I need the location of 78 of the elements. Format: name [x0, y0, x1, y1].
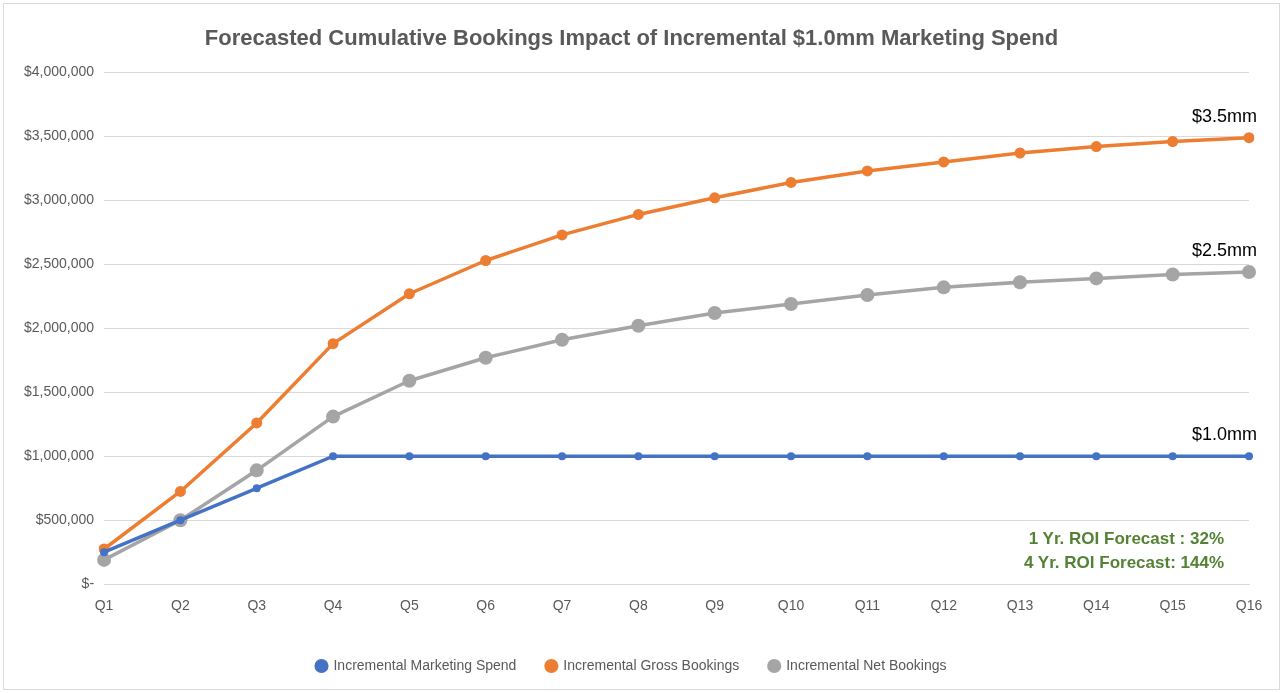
point — [1168, 452, 1177, 461]
x-tick-label: Q3 — [247, 597, 267, 614]
annotation: $3.5mm — [1191, 105, 1257, 126]
point — [478, 350, 493, 365]
point — [1165, 267, 1180, 282]
y-tick-label: $- — [81, 575, 95, 592]
point — [1089, 271, 1104, 286]
point — [939, 452, 948, 461]
x-tick-label: Q13 — [1006, 597, 1034, 614]
point — [787, 452, 796, 461]
y-tick-label: $2,000,000 — [23, 319, 95, 336]
y-tick-label: $500,000 — [35, 511, 95, 528]
point — [405, 452, 414, 461]
annotation: $2.5mm — [1191, 239, 1257, 260]
point — [556, 229, 568, 241]
annotation: $1.0mm — [1191, 424, 1257, 445]
point — [100, 548, 109, 557]
x-tick-label: Q2 — [171, 597, 190, 614]
point — [329, 452, 338, 461]
y-tick-label: $3,000,000 — [23, 191, 95, 208]
point — [1092, 452, 1101, 461]
point — [631, 318, 646, 333]
point — [402, 373, 417, 388]
point — [403, 288, 415, 300]
x-tick-label: Q15 — [1159, 597, 1187, 614]
point — [1016, 452, 1025, 461]
point — [174, 485, 186, 497]
point — [634, 452, 643, 461]
point — [709, 192, 721, 204]
x-tick-label: Q6 — [476, 597, 496, 614]
legend-label: Incremental Gross Bookings — [563, 656, 740, 673]
x-tick-label: Q16 — [1235, 597, 1263, 614]
x-tick-label: Q10 — [777, 597, 805, 614]
point — [326, 409, 341, 424]
point — [707, 305, 722, 320]
x-tick-label: Q4 — [323, 597, 343, 614]
point — [784, 296, 799, 311]
point — [938, 156, 950, 168]
point — [1014, 147, 1026, 159]
x-tick-label: Q8 — [629, 597, 648, 614]
legend-label: Incremental Marketing Spend — [333, 656, 517, 673]
x-tick-label: Q1 — [94, 597, 114, 614]
y-tick-label: $1,500,000 — [23, 383, 95, 400]
annotation: 1 Yr. ROI Forecast : 32% — [1028, 529, 1224, 549]
point — [1090, 141, 1102, 153]
point — [249, 463, 264, 478]
point — [1245, 452, 1253, 461]
x-tick-label: Q12 — [930, 597, 958, 614]
point — [785, 176, 797, 188]
point — [632, 208, 644, 220]
point — [327, 338, 339, 350]
point — [1242, 265, 1256, 279]
annotation: 4 Yr. ROI Forecast: 144% — [1023, 553, 1224, 573]
x-tick-label: Q5 — [400, 597, 419, 614]
point — [251, 417, 263, 429]
point — [252, 484, 261, 493]
point — [936, 280, 951, 295]
x-tick-label: Q7 — [552, 597, 572, 614]
legend-label: Incremental Net Bookings — [786, 656, 947, 673]
point — [558, 452, 567, 461]
point — [860, 288, 875, 303]
x-tick-label: Q14 — [1083, 597, 1110, 614]
y-tick-label: $3,500,000 — [23, 127, 95, 144]
y-tick-label: $1,000,000 — [23, 447, 95, 464]
point — [481, 452, 490, 461]
y-tick-label: $4,000,000 — [23, 63, 95, 80]
point — [555, 332, 570, 347]
point — [710, 452, 719, 461]
point — [861, 165, 873, 177]
point — [1243, 132, 1255, 144]
x-tick-label: Q11 — [854, 597, 881, 614]
point — [863, 452, 872, 461]
point — [1013, 275, 1028, 290]
point — [480, 254, 492, 266]
point — [1167, 135, 1179, 147]
chart-title: Forecasted Cumulative Bookings Impact of Incremental $1.0mm Marketing Spend — [204, 25, 1059, 51]
y-tick-label: $2,500,000 — [23, 255, 95, 272]
x-tick-label: Q9 — [705, 597, 725, 614]
